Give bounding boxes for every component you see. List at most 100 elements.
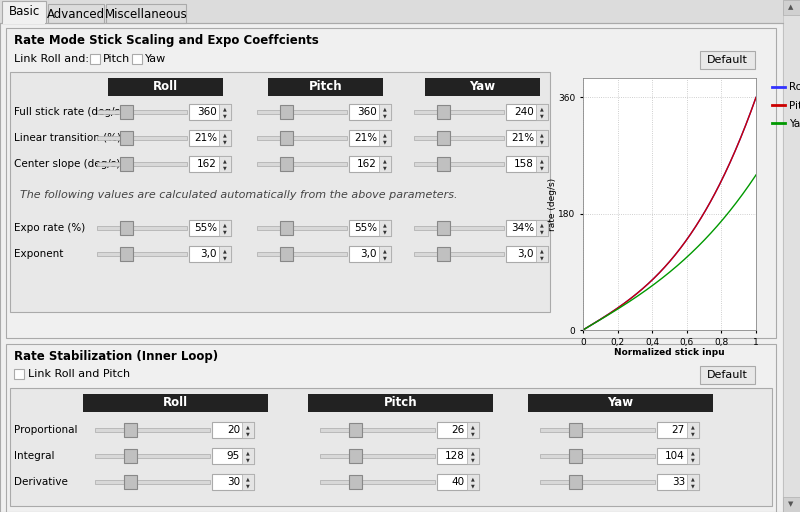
- Text: 40: 40: [452, 477, 465, 487]
- Text: Pitch: Pitch: [309, 80, 342, 94]
- Bar: [349, 449, 362, 463]
- Text: ▼: ▼: [383, 255, 387, 260]
- Bar: [189, 156, 231, 172]
- Bar: [540, 428, 655, 433]
- Text: ▲: ▲: [540, 106, 544, 111]
- Bar: [414, 110, 504, 114]
- Text: Exponent: Exponent: [14, 249, 63, 259]
- Bar: [219, 104, 231, 120]
- Text: Rate Stabilization (Inner Loop): Rate Stabilization (Inner Loop): [14, 350, 218, 363]
- Bar: [437, 105, 450, 119]
- Text: 3,0: 3,0: [201, 249, 217, 259]
- Bar: [14, 369, 24, 379]
- Bar: [783, 0, 800, 15]
- Text: 20: 20: [227, 425, 240, 435]
- Text: Default: Default: [707, 370, 748, 380]
- Text: Expo rate (%): Expo rate (%): [14, 223, 86, 233]
- Text: Link Roll and:: Link Roll and:: [14, 54, 89, 64]
- Bar: [10, 388, 772, 506]
- Bar: [124, 423, 137, 437]
- Y-axis label: rate (deg/s): rate (deg/s): [548, 178, 557, 230]
- Bar: [528, 394, 713, 412]
- Text: 55%: 55%: [354, 223, 377, 233]
- Bar: [242, 422, 254, 438]
- Text: ▲: ▲: [383, 106, 387, 111]
- Bar: [106, 4, 186, 23]
- Text: Basic: Basic: [8, 5, 40, 18]
- Bar: [700, 366, 755, 384]
- Bar: [657, 448, 699, 464]
- Bar: [97, 136, 187, 140]
- Text: ▼: ▼: [540, 113, 544, 118]
- Text: 21%: 21%: [511, 133, 534, 143]
- Bar: [6, 344, 776, 512]
- Text: Yaw: Yaw: [607, 396, 634, 410]
- Text: Default: Default: [707, 55, 748, 65]
- Text: 21%: 21%: [194, 133, 217, 143]
- Bar: [506, 220, 548, 236]
- Text: Roll: Roll: [163, 396, 188, 410]
- Bar: [279, 157, 293, 171]
- Text: 360: 360: [198, 107, 217, 117]
- Text: 21%: 21%: [354, 133, 377, 143]
- Bar: [257, 226, 347, 230]
- Bar: [379, 246, 391, 262]
- Text: 3,0: 3,0: [518, 249, 534, 259]
- Text: Advanced: Advanced: [47, 8, 105, 21]
- Bar: [320, 480, 435, 484]
- Bar: [687, 422, 699, 438]
- Text: Pitch: Pitch: [384, 396, 418, 410]
- Text: ▲: ▲: [223, 248, 227, 253]
- Text: ▲: ▲: [540, 222, 544, 227]
- Text: 27: 27: [672, 425, 685, 435]
- Bar: [349, 130, 391, 146]
- Text: ▼: ▼: [223, 255, 227, 260]
- Text: Full stick rate (deg/s): Full stick rate (deg/s): [14, 107, 124, 117]
- Text: ▲: ▲: [471, 476, 475, 481]
- Text: ▼: ▼: [246, 457, 250, 462]
- Bar: [119, 221, 133, 235]
- Bar: [268, 78, 383, 96]
- Text: Pitch: Pitch: [103, 54, 130, 64]
- Bar: [687, 474, 699, 490]
- Bar: [349, 423, 362, 437]
- Text: ▲: ▲: [383, 132, 387, 137]
- Bar: [349, 475, 362, 489]
- Bar: [212, 422, 254, 438]
- Bar: [506, 130, 548, 146]
- Bar: [257, 136, 347, 140]
- Bar: [506, 246, 548, 262]
- Text: ▼: ▼: [223, 165, 227, 170]
- Text: ▲: ▲: [471, 450, 475, 455]
- Bar: [279, 221, 293, 235]
- Bar: [536, 156, 548, 172]
- Text: 33: 33: [672, 477, 685, 487]
- Bar: [6, 28, 776, 338]
- Text: Linear transition (%): Linear transition (%): [14, 133, 121, 143]
- Text: ▲: ▲: [540, 248, 544, 253]
- Bar: [414, 162, 504, 166]
- Bar: [467, 474, 479, 490]
- Text: 3,0: 3,0: [361, 249, 377, 259]
- Text: ▲: ▲: [691, 476, 695, 481]
- Bar: [349, 246, 391, 262]
- Bar: [212, 448, 254, 464]
- Bar: [219, 220, 231, 236]
- Bar: [97, 251, 187, 257]
- Bar: [783, 497, 800, 512]
- Text: ▲: ▲: [246, 476, 250, 481]
- Bar: [119, 157, 133, 171]
- Bar: [189, 246, 231, 262]
- Bar: [700, 51, 755, 69]
- Text: ▼: ▼: [246, 431, 250, 436]
- Text: ▼: ▼: [223, 229, 227, 234]
- Bar: [95, 428, 210, 433]
- Text: ▼: ▼: [383, 165, 387, 170]
- Text: ▼: ▼: [471, 457, 475, 462]
- Bar: [124, 475, 137, 489]
- Text: ▲: ▲: [540, 158, 544, 163]
- Text: 95: 95: [226, 451, 240, 461]
- Bar: [379, 104, 391, 120]
- Bar: [119, 105, 133, 119]
- Text: 104: 104: [666, 451, 685, 461]
